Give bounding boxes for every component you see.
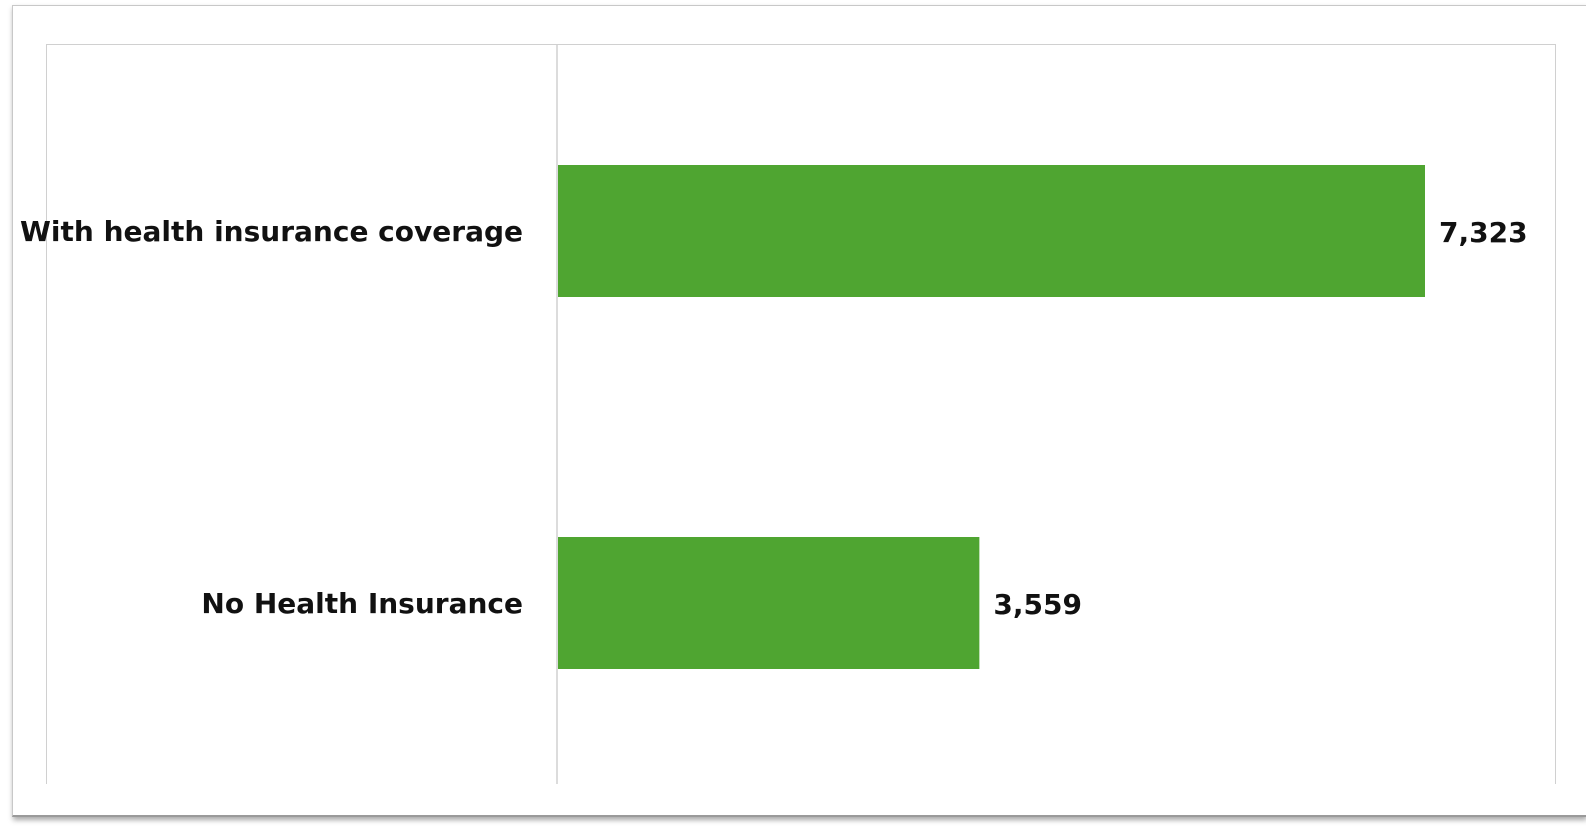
category-label-0: With health insurance coverage (20, 215, 523, 248)
bar-1 (558, 537, 980, 669)
chart-outer-frame (12, 5, 1586, 817)
bar-0 (558, 165, 1425, 297)
bars-layer: With health insurance coverage 7,323 No He… (20, 165, 1528, 669)
data-label-1: 3,559 (993, 588, 1082, 621)
data-label-0: 7,323 (1439, 216, 1528, 249)
category-label-1: No Health Insurance (201, 587, 523, 620)
chart-plot-frame (46, 44, 1556, 784)
